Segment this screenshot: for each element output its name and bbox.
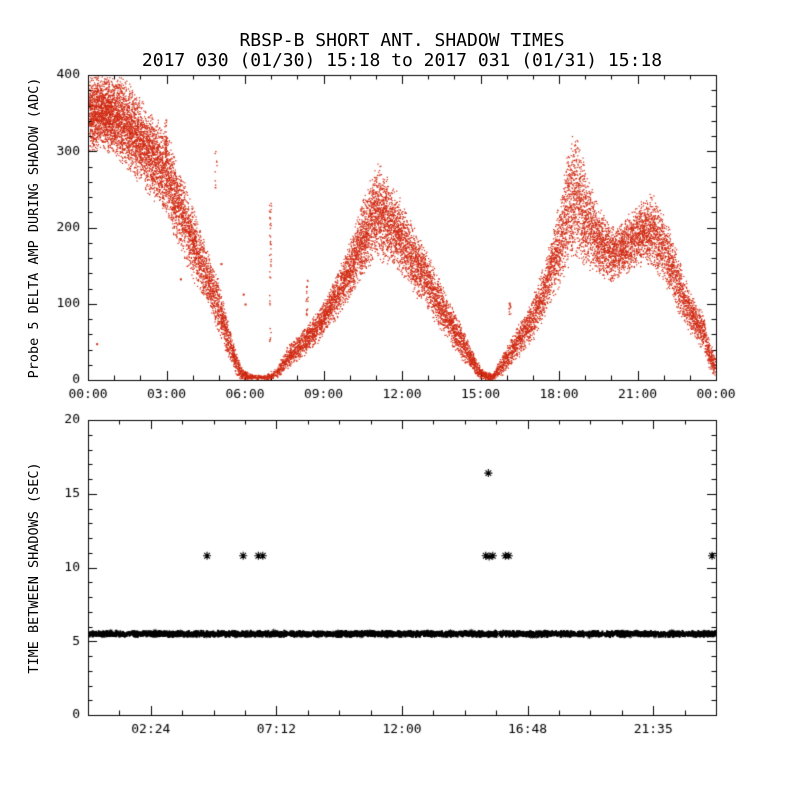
bottom-panel-y-axis-label: TIME BETWEEN SHADOWS (SEC) [26,462,42,674]
top-panel-y-axis-label: Probe 5 DELTA AMP DURING SHADOW (ADC) [26,77,42,379]
chart-title: RBSP-B SHORT ANT. SHADOW TIMES [239,30,565,51]
chart-subtitle: 2017 030 (01/30) 15:18 to 2017 031 (01/3… [141,50,663,71]
